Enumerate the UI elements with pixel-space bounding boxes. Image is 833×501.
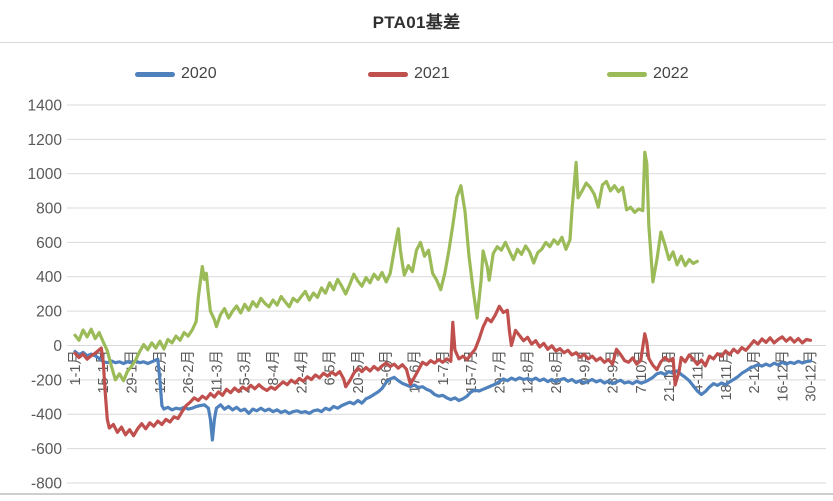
x-tick-label: 25-3月 [238, 350, 254, 394]
legend-swatch-2020 [135, 71, 175, 77]
x-tick-label: 16-12月 [775, 350, 791, 402]
x-tick-label: 2-12月 [747, 350, 763, 394]
chart-top-border [0, 42, 833, 43]
legend-swatch-2021 [368, 71, 408, 77]
series-line-2020 [73, 349, 813, 442]
x-tick-label: 1-7月 [436, 350, 452, 385]
y-tick-label: 1000 [28, 166, 63, 183]
x-tick-label: 26-2月 [181, 350, 197, 394]
chart-title: PTA01基差 [372, 13, 461, 32]
y-tick-label: 200 [36, 304, 62, 321]
y-tick-label: -800 [31, 475, 62, 492]
x-tick-label: 26-8月 [549, 350, 565, 394]
legend-label-2020: 2020 [181, 65, 217, 82]
y-tick-label: 800 [36, 200, 62, 217]
x-tick-label: 20-5月 [351, 350, 367, 394]
chart-legend: 2020 2021 2022 [0, 62, 833, 86]
legend-item-2022: 2022 [607, 62, 689, 86]
series-line-2021 [73, 304, 813, 438]
x-tick-label: 1-1月 [68, 350, 84, 385]
x-tick-label: 6-5月 [323, 350, 339, 385]
y-tick-label: 400 [36, 269, 62, 286]
y-tick-label: -600 [31, 441, 62, 458]
x-tick-label: 29-7月 [492, 350, 508, 394]
legend-item-2020: 2020 [135, 62, 217, 86]
chart-bottom-border [0, 493, 833, 495]
x-tick-label: 22-4月 [294, 350, 310, 394]
x-tick-label: 3-6月 [379, 350, 395, 385]
y-tick-label: -400 [31, 407, 62, 424]
x-tick-label: 30-12月 [804, 350, 820, 402]
x-tick-label: 15-7月 [464, 350, 480, 394]
legend-item-2021: 2021 [368, 62, 450, 86]
y-tick-label: 600 [36, 235, 62, 252]
x-tick-label: 18-11月 [719, 350, 735, 401]
legend-label-2021: 2021 [414, 65, 450, 82]
y-tick-label: 1400 [28, 97, 63, 114]
legend-label-2022: 2022 [653, 65, 689, 82]
x-tick-label: 12-8月 [521, 350, 537, 394]
y-tick-label: 1200 [28, 132, 63, 149]
series-line-2022 [73, 150, 699, 383]
y-tick-label: 0 [53, 338, 62, 355]
legend-swatch-2022 [607, 71, 647, 77]
x-tick-label: 8-4月 [266, 350, 282, 385]
x-tick-label: 11-3月 [209, 350, 225, 392]
y-tick-label: -200 [31, 372, 62, 389]
